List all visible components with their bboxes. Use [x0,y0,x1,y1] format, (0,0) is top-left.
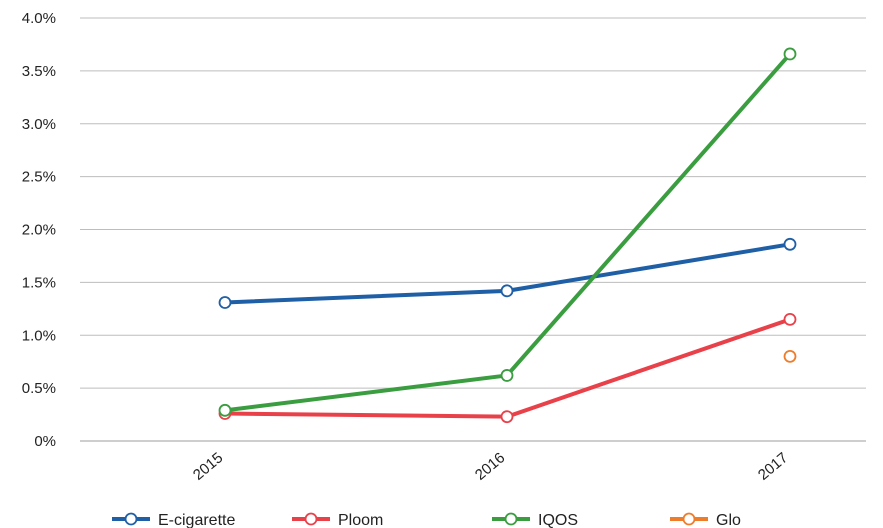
y-tick-label: 0% [34,433,56,450]
legend-item: E-cigarette [112,512,235,528]
legend-item: Ploom [292,512,383,528]
legend-swatch-marker [682,512,696,526]
data-point [783,237,797,251]
legend: E-cigarette Ploom IQOS Glo [112,512,741,528]
y-tick-label: 1.0% [22,327,56,344]
legend-swatch-marker [304,512,318,526]
legend-label: Glo [716,512,741,528]
y-tick-label: 3.5% [22,63,56,80]
y-axis-tick-labels: 0% 0.5% 1.0% 1.5% 2.0% 2.5% 3.0% 3.5% 4.0% [22,10,56,450]
data-point [500,284,514,298]
x-tick-label: 2015 [190,449,226,483]
series-ploom [218,312,797,424]
legend-label: Ploom [338,512,383,528]
legend-item: Glo [670,512,741,528]
legend-swatch-marker [124,512,138,526]
legend-label: E-cigarette [158,512,235,528]
series-line [224,317,791,419]
legend-swatch-marker [504,512,518,526]
y-tick-label: 1.5% [22,274,56,291]
data-point [500,410,514,424]
x-tick-label: 2017 [755,449,791,483]
legend-label: IQOS [538,512,578,528]
data-point [218,296,232,309]
x-tick-label: 2016 [472,449,508,483]
y-tick-label: 0.5% [22,380,56,397]
data-point [783,47,797,61]
data-point [500,369,514,382]
gridlines [80,17,866,442]
data-point [783,312,797,326]
series-lines [218,47,797,424]
y-tick-label: 2.5% [22,169,56,186]
series-line [224,52,792,413]
x-axis-tick-labels: 2015 2016 2017 [190,449,791,483]
series-e-cigarette [218,237,797,309]
y-tick-label: 3.0% [22,116,56,133]
data-point [783,349,797,363]
y-tick-label: 4.0% [22,10,56,27]
legend-item: IQOS [492,512,578,528]
data-point [218,403,232,417]
series-glo [783,349,797,363]
series-iqos [218,47,797,417]
y-tick-label: 2.0% [22,222,56,239]
